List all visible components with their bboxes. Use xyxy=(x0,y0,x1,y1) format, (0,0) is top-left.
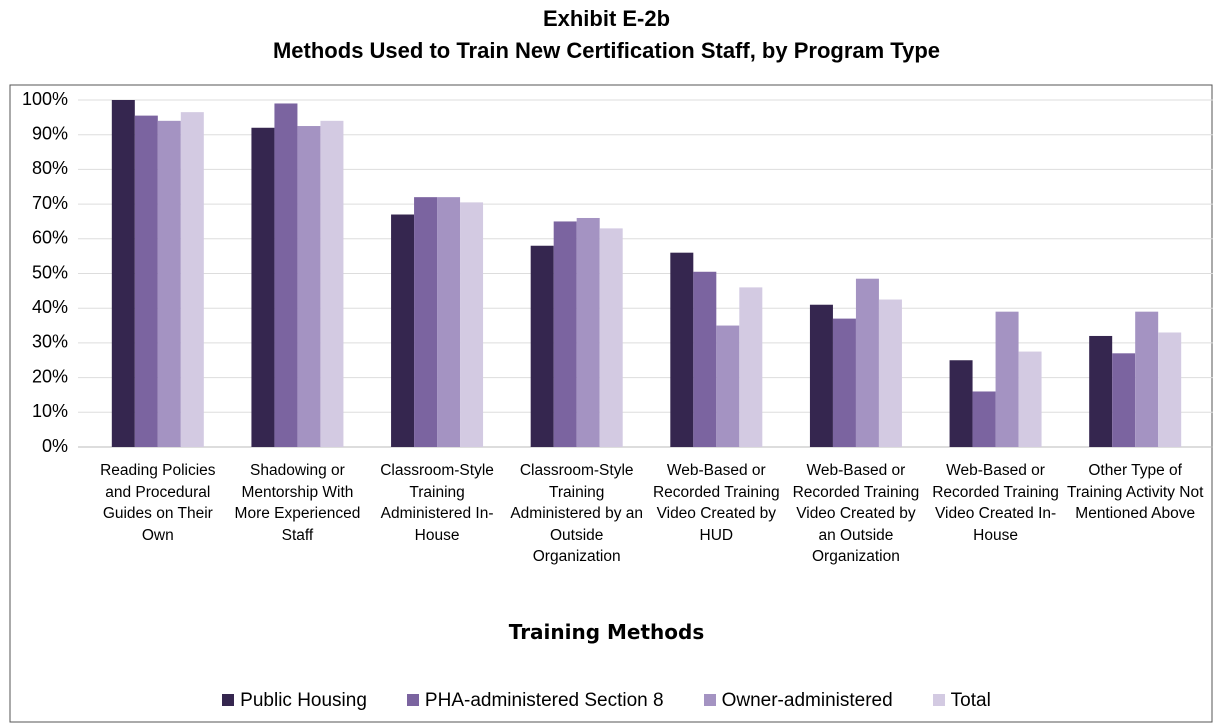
legend-swatch xyxy=(222,694,235,706)
bar xyxy=(553,221,577,447)
legend-item: Total xyxy=(932,690,991,712)
x-tick-label: Other Type of Training Activity Not Ment… xyxy=(1066,462,1204,522)
y-tick-label: 100% xyxy=(22,89,68,109)
legend-item: PHA-administered Section 8 xyxy=(406,690,664,712)
x-tick-label: Classroom-Style Training Administered In… xyxy=(380,462,494,544)
y-tick-label: 90% xyxy=(32,123,68,143)
y-tick-label: 0% xyxy=(42,436,68,456)
bar xyxy=(251,127,275,447)
chart-border xyxy=(9,84,1213,723)
x-tick-label: Web-Based or Recorded Training Video Cre… xyxy=(932,462,1059,544)
bar xyxy=(670,252,694,447)
bar xyxy=(832,318,856,447)
bar xyxy=(274,103,298,447)
legend-swatch xyxy=(406,694,419,706)
y-tick-label: 60% xyxy=(32,228,68,248)
y-tick-label: 70% xyxy=(32,193,68,213)
bar xyxy=(180,112,204,448)
y-tick-label: 50% xyxy=(32,262,68,282)
bar xyxy=(1135,311,1159,447)
y-tick-label: 10% xyxy=(32,401,68,421)
bar xyxy=(297,126,321,448)
x-tick-label: Classroom-Style Training Administered by… xyxy=(510,462,644,565)
legend: Public Housing PHA-administered Section 8… xyxy=(0,690,1213,712)
legend-label: Owner-administered xyxy=(721,690,893,711)
bar xyxy=(530,245,554,447)
bar xyxy=(995,311,1019,447)
bar xyxy=(949,360,973,447)
y-tick-label: 80% xyxy=(32,158,68,178)
x-tick-label: Shadowing or Mentorship With More Experi… xyxy=(234,462,361,544)
bar xyxy=(157,120,181,447)
bar xyxy=(111,100,135,447)
legend-label: PHA-administered Section 8 xyxy=(424,690,664,711)
bar xyxy=(716,325,740,447)
bar xyxy=(320,120,344,447)
legend-label: Total xyxy=(950,690,991,711)
bar xyxy=(414,197,438,447)
legend-item: Public Housing xyxy=(222,690,367,712)
bar xyxy=(972,391,996,447)
x-axis-title: Training Methods xyxy=(508,620,705,644)
legend-swatch xyxy=(703,694,716,706)
chart-subtitle: Methods Used to Train New Certification … xyxy=(272,38,941,63)
chart-title: Exhibit E-2b xyxy=(542,6,671,31)
bar xyxy=(1089,335,1113,447)
legend-label: Public Housing xyxy=(240,690,367,711)
bar xyxy=(878,299,902,447)
bar xyxy=(739,287,763,447)
bar xyxy=(1112,353,1136,447)
bar xyxy=(809,304,833,447)
x-tick-label: Web-Based or Recorded Training Video Cre… xyxy=(792,462,920,565)
bar xyxy=(460,202,484,447)
x-tick-label: Reading Policies and Procedural Guides o… xyxy=(100,462,216,544)
bar xyxy=(1158,332,1182,447)
y-tick-label: 30% xyxy=(32,332,68,352)
y-tick-label: 20% xyxy=(32,366,68,386)
bar xyxy=(391,214,415,447)
legend-item: Owner-administered xyxy=(703,690,893,712)
bar xyxy=(599,228,623,447)
bar xyxy=(693,271,717,447)
y-tick-label: 40% xyxy=(32,297,68,317)
x-tick-label: Web-Based or Recorded Training Video Cre… xyxy=(652,462,780,544)
bar xyxy=(855,278,879,447)
bar xyxy=(437,197,461,447)
bar xyxy=(1018,351,1042,447)
bar xyxy=(134,115,158,448)
legend-swatch xyxy=(932,694,945,706)
bar xyxy=(576,217,600,447)
